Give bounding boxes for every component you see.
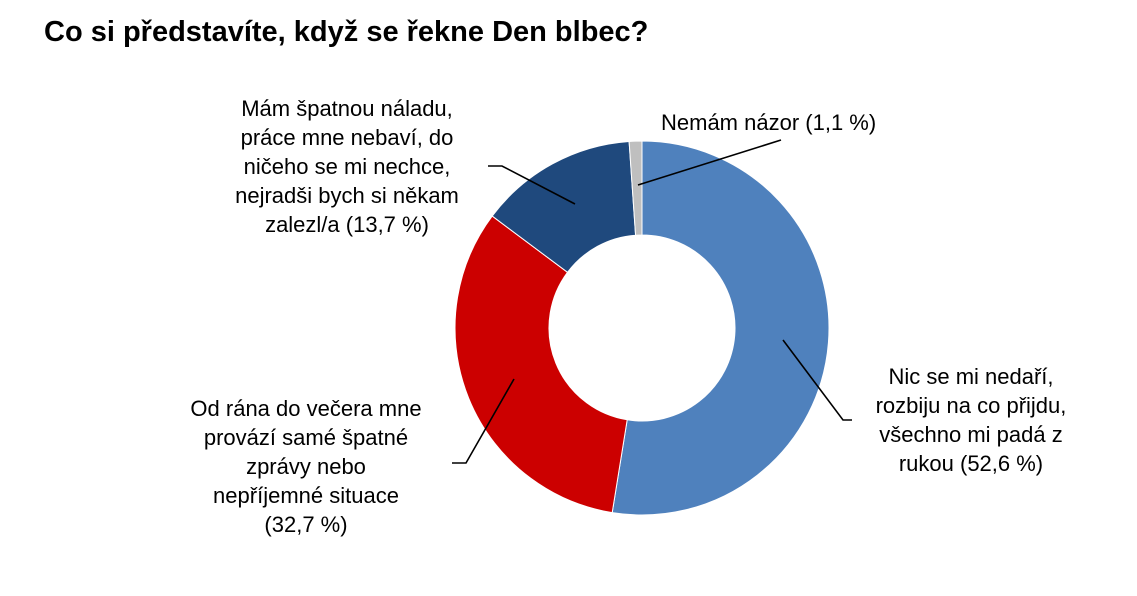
donut-slice [628, 140, 643, 236]
leader-line [782, 339, 852, 421]
donut-slice [611, 140, 830, 516]
slice-label-line: Nemám názor (1,1 %) [661, 110, 876, 135]
slice-label: Nemám názor (1,1 %) [661, 110, 876, 135]
slice-label-line: provází samé špatné [204, 425, 408, 450]
slice-label-line: nejradši bych si někam [235, 183, 459, 208]
slice-label-line: Nic se mi nedaří, [888, 364, 1053, 389]
leader-line [488, 165, 576, 205]
slice-label-line: nepříjemné situace [213, 483, 399, 508]
slice-label-line: Od rána do večera mne [190, 396, 421, 421]
slice-label-line: rukou (52,6 %) [899, 451, 1043, 476]
slice-label: Od rána do večera mne provází samé špatné… [190, 396, 421, 537]
donut-slice [491, 140, 637, 274]
leader-line [637, 139, 782, 186]
slice-label-line: ničeho se mi nechce, [244, 154, 451, 179]
donut-slice [454, 215, 628, 514]
chart-title: Co si představíte, když se řekne Den blb… [44, 16, 649, 48]
slice-label-line: (32,7 %) [264, 512, 347, 537]
slice-label: Mám špatnou náladu, práce mne nebaví, do n… [235, 96, 459, 237]
slice-label-line: zalezl/a (13,7 %) [265, 212, 429, 237]
slice-label-line: zprávy nebo [246, 454, 366, 479]
slice-label: Nic se mi nedaří, rozbiju na co přijdu, vš… [876, 364, 1067, 476]
slice-label-line: rozbiju na co přijdu, [876, 393, 1067, 418]
slice-label-line: práce mne nebaví, do [241, 125, 454, 150]
leader-line [452, 378, 515, 464]
slice-label-line: všechno mi padá z [879, 422, 1062, 447]
slice-label-line: Mám špatnou náladu, [241, 96, 453, 121]
